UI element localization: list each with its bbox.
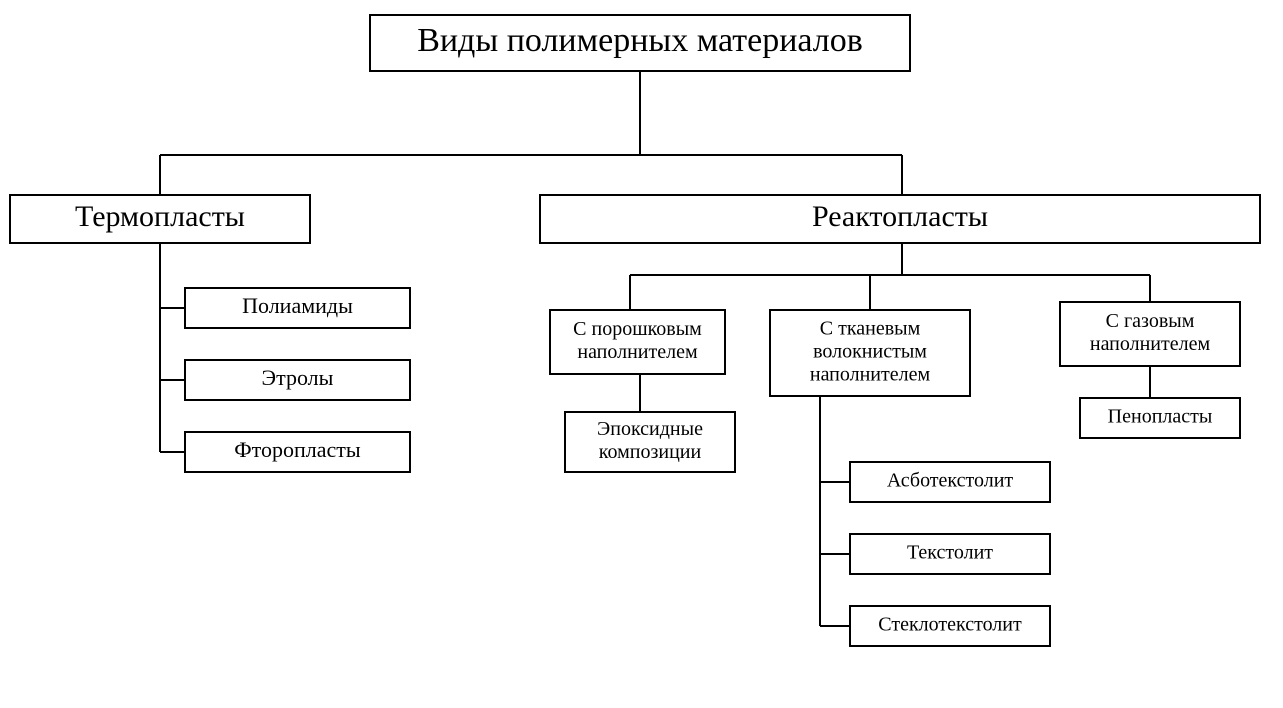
node-texto: Текстолит [850,534,1050,574]
node-reacto: Реактопласты [540,195,1260,243]
node-poroshk: С порошковымнаполнителем [550,310,725,374]
node-foam-label: Пенопласты [1108,406,1213,428]
node-steklo-label: Стеклотекстолит [878,614,1022,636]
node-asbo-label: Асботекстолит [887,470,1014,492]
node-steklo: Стеклотекстолит [850,606,1050,646]
node-ftoro-label: Фторопласты [234,437,361,462]
node-thermo: Термопласты [10,195,310,243]
node-etroly: Этролы [185,360,410,400]
node-poroshk-label: С порошковым [573,318,702,340]
node-gazov: С газовымнаполнителем [1060,302,1240,366]
node-foam: Пенопласты [1080,398,1240,438]
node-reacto-label: Реактопласты [812,200,988,233]
node-gazov-label: С газовым [1106,310,1195,332]
node-root-label: Виды полимерных материалов [417,22,863,59]
node-polyamid: Полиамиды [185,288,410,328]
node-texto-label: Текстолит [907,542,993,564]
node-tkanev: С тканевымволокнистымнаполнителем [770,310,970,396]
node-ftoro: Фторопласты [185,432,410,472]
node-tkanev-label: волокнистым [813,341,927,363]
node-tkanev-label: наполнителем [810,364,931,386]
node-poroshk-label: наполнителем [577,341,698,363]
node-thermo-label: Термопласты [75,200,245,233]
node-epoxy: Эпоксидныекомпозиции [565,412,735,472]
node-polyamid-label: Полиамиды [242,293,353,318]
node-asbo: Асботекстолит [850,462,1050,502]
node-gazov-label: наполнителем [1090,333,1211,355]
node-tkanev-label: С тканевым [820,318,921,340]
node-etroly-label: Этролы [262,365,334,390]
node-epoxy-label: Эпоксидные [597,418,703,440]
node-root: Виды полимерных материалов [370,15,910,71]
tree-diagram: Виды полимерных материалов Термопласты Реа… [0,0,1283,708]
node-epoxy-label: композиции [599,441,702,463]
nodes: Виды полимерных материалов Термопласты Реа… [10,15,1260,646]
